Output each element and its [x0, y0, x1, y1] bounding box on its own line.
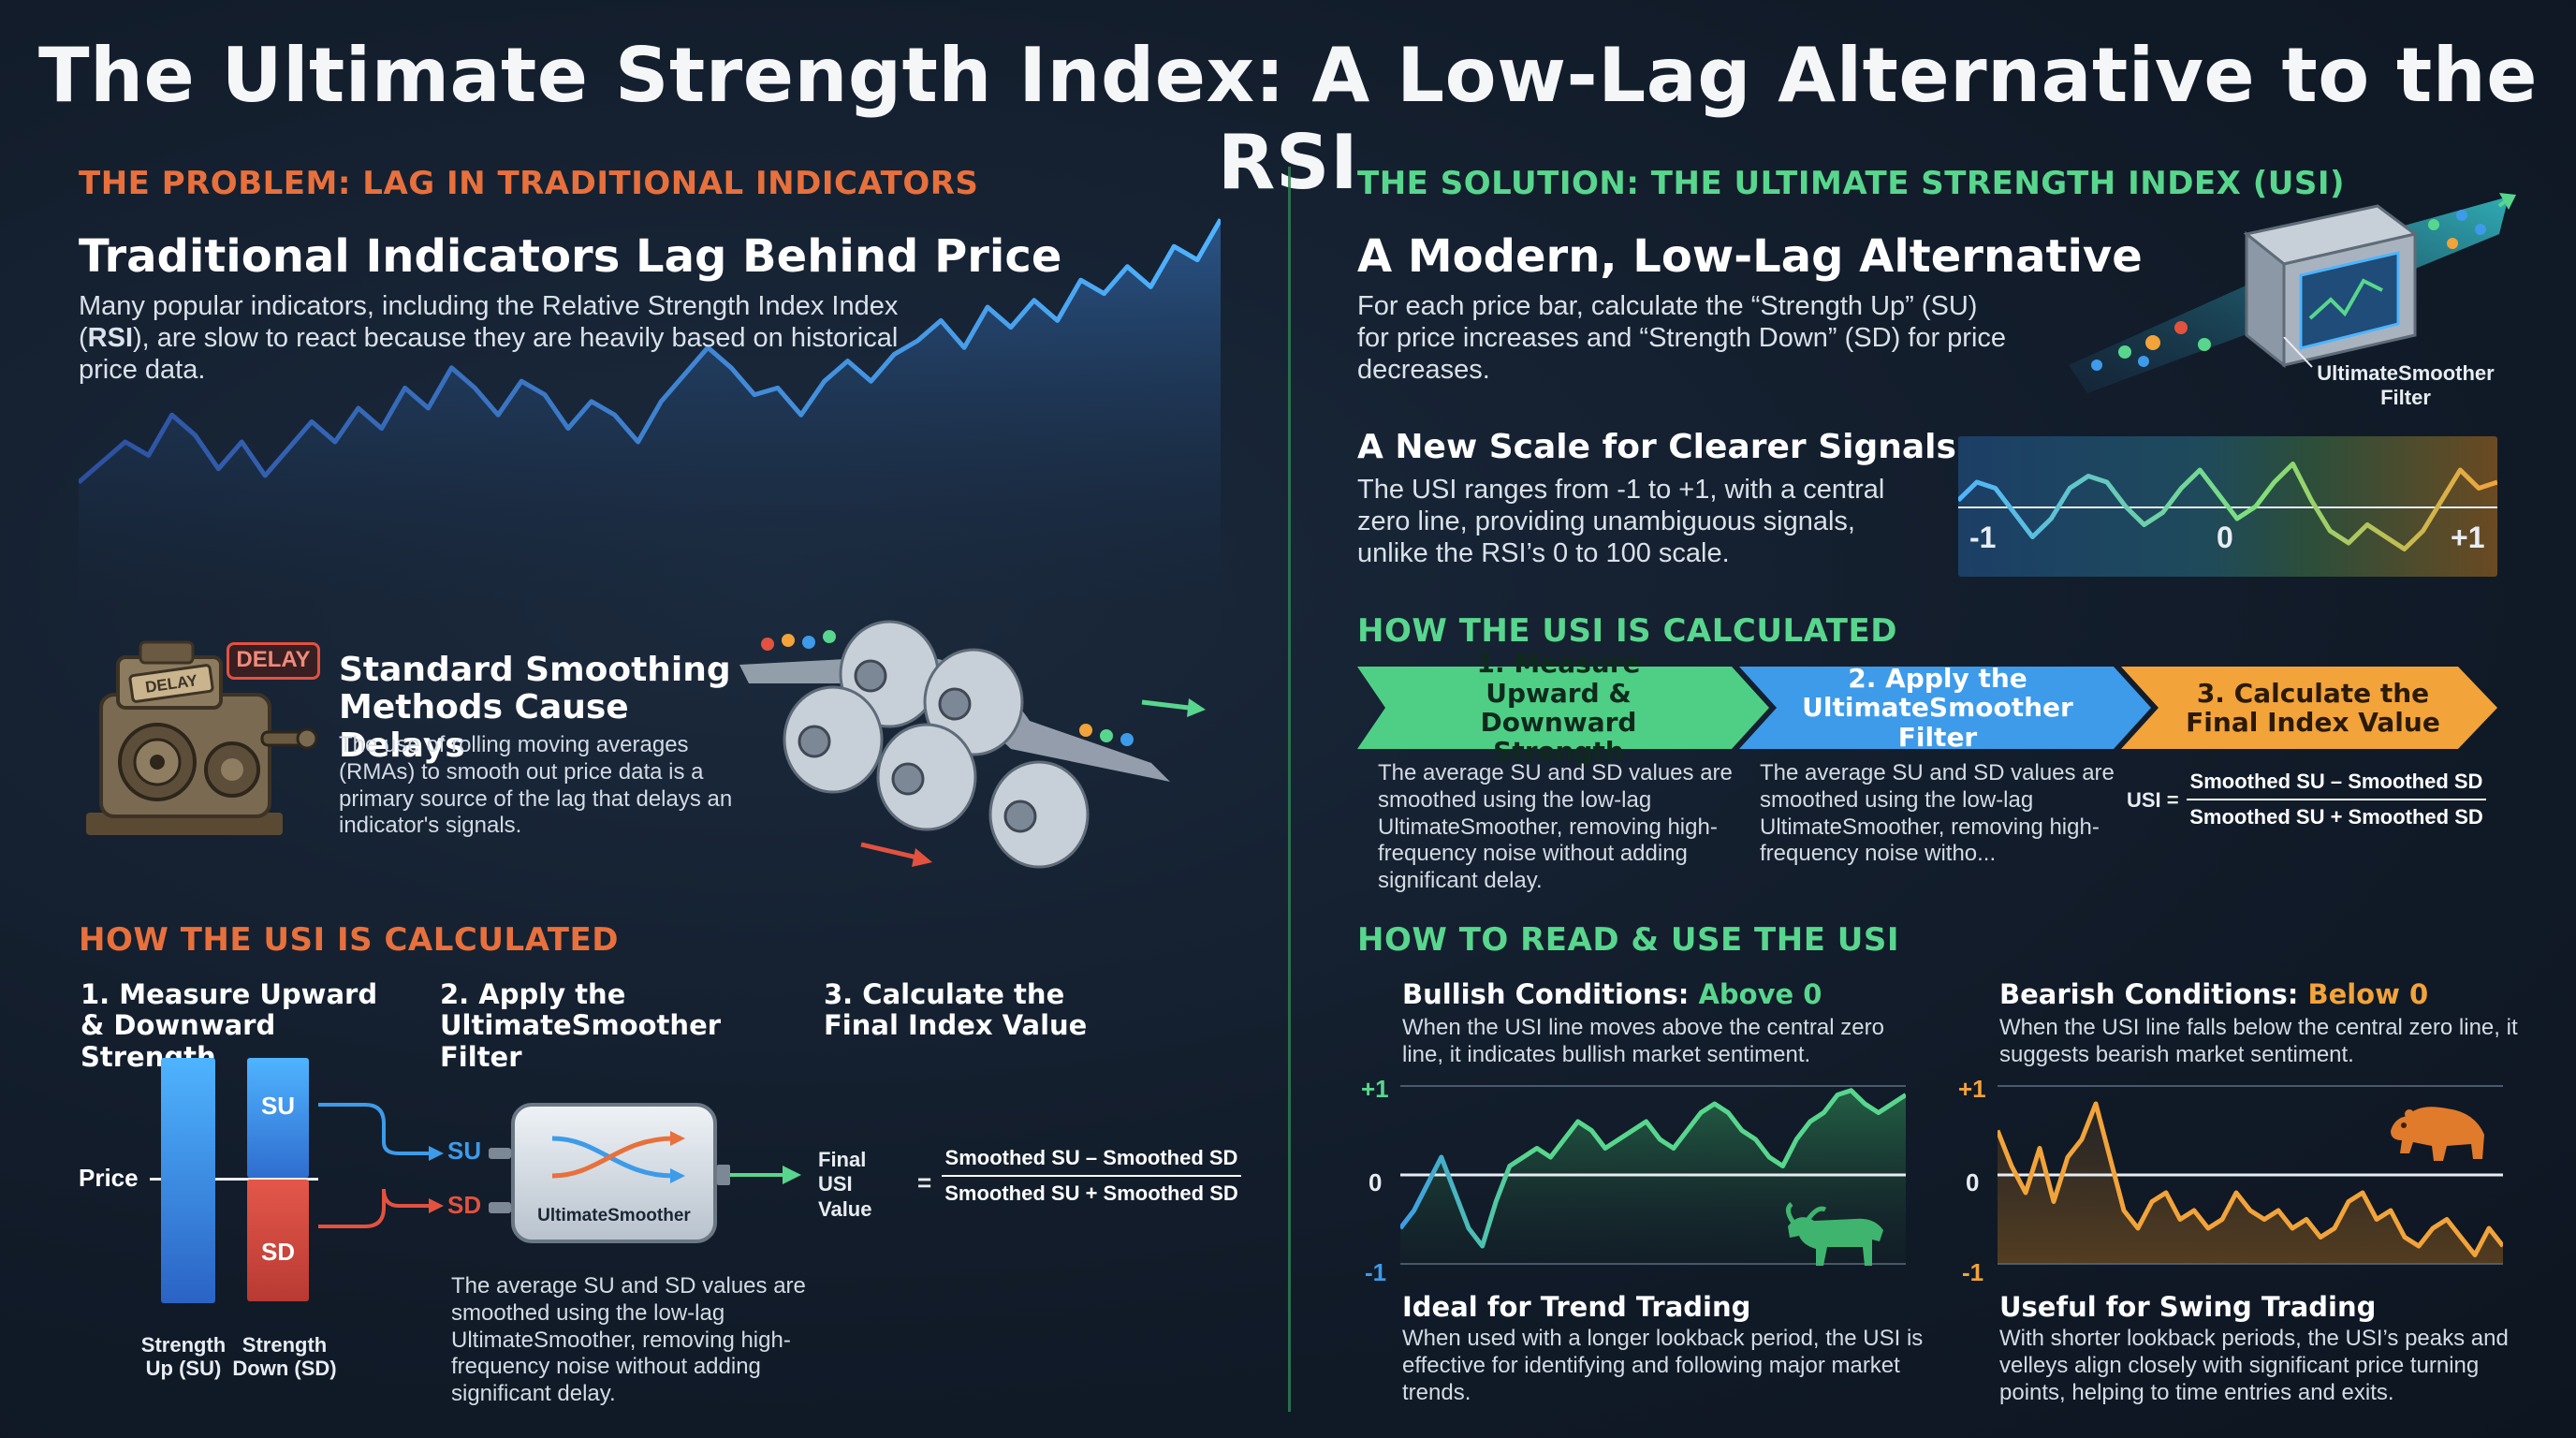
bull-axis-zero: 0 [1368, 1168, 1383, 1196]
solution-text: For each price bar, calculate the “Stren… [1357, 291, 2007, 386]
left-usi-fraction: Smoothed SU – Smoothed SD Smoothed SU + … [942, 1146, 1241, 1206]
price-level-line [150, 1178, 318, 1181]
smoothing-heading: Standard Smoothing Methods Cause Delays [339, 651, 731, 765]
bull-sub-text: When used with a longer lookback period,… [1402, 1326, 1924, 1405]
bear-chart [1998, 1085, 2503, 1265]
column-divider [1288, 167, 1291, 1412]
right-usi-fraction: Smoothed SU – Smoothed SD Smoothed SU + … [2187, 770, 2486, 829]
bear-text: When the USI line falls below the centra… [1999, 1015, 2518, 1067]
problem-text: Many popular indicators, including the R… [79, 290, 921, 387]
bull-area [1400, 1090, 1906, 1264]
price-bar [161, 1058, 215, 1303]
strength-up-label: Strength Up (SU) [140, 1333, 227, 1381]
price-area [79, 219, 1221, 599]
left-step-2: 2. Apply the UltimateSmoother Filter [440, 978, 722, 1073]
final-usi-label: Final USI Value [818, 1148, 872, 1221]
su-connector [489, 1148, 511, 1159]
bear-title: Bearish Conditions: Below 0 [1999, 978, 2429, 1010]
right-numerator: Smoothed SU – Smoothed SD [2187, 770, 2486, 800]
usi-equals-label: USI = [2127, 788, 2179, 812]
su-bar-label: SU [260, 1092, 296, 1120]
price-chart [79, 218, 1221, 599]
usi-scale-chart [1958, 462, 2497, 551]
scale-min: -1 [1969, 521, 1997, 554]
bull-text: When the USI line moves above the centra… [1402, 1015, 1884, 1067]
process-arrows [1357, 667, 2497, 749]
bear-axis-zero: 0 [1966, 1168, 1980, 1196]
left-denominator: Smoothed SU + Smoothed SD [944, 1181, 1238, 1205]
right-denominator: Smoothed SU + Smoothed SD [2189, 805, 2483, 829]
bear-axis-plus: +1 [1958, 1075, 1986, 1103]
bull-axis-plus: +1 [1361, 1075, 1389, 1103]
problem-text-2: ), are slow to react because they are he… [79, 323, 899, 386]
bull-axis-minus: -1 [1365, 1258, 1387, 1286]
bull-chart [1400, 1085, 1906, 1265]
price-axis-label: Price [79, 1164, 139, 1192]
right-step-3: 3. Calculate the Final Index Value [2186, 677, 2440, 738]
price-line [79, 218, 1221, 485]
shuffle-icon [551, 1131, 685, 1183]
delay-badge [227, 642, 320, 680]
sd-bar [247, 1180, 309, 1301]
right-desc-2: The average SU and SD values are smoothe… [1760, 760, 2115, 867]
bull-line [1400, 1088, 1906, 1249]
problem-heading: Traditional Indicators Lag Behind Price [79, 230, 1062, 283]
sd-bar-label: SD [260, 1238, 296, 1266]
bear-word: Below 0 [2307, 978, 2429, 1010]
right-step-2: 2. Apply the UltimateSmoother Filter [1802, 662, 2073, 753]
bull-sub-heading: Ideal for Trend Trading [1402, 1291, 1751, 1323]
bear-area [1998, 1104, 2503, 1264]
left-step-3: 3. Calculate the Final Index Value [824, 978, 1088, 1042]
bear-line [1998, 1101, 2503, 1257]
output-arrow [730, 1166, 801, 1184]
left-calc-description: The average SU and SD values are smoothe… [451, 1273, 806, 1407]
scale-text: The USI ranges from -1 to +1, with a cen… [1357, 475, 1885, 569]
read-use-section-label: HOW TO READ & USE THE USI [1357, 921, 1900, 959]
bull-title: Bullish Conditions: Above 0 [1402, 978, 1822, 1010]
sd-arrow-label: SD [447, 1191, 482, 1219]
smoothing-text: The use of rolling moving averages (RMAs… [339, 732, 733, 839]
rollers-illustration [739, 620, 1206, 869]
delay-badge-text: DELAY [236, 647, 311, 672]
filter-label: UltimateSmoother Filter [2317, 361, 2495, 410]
su-bar [247, 1058, 309, 1178]
bull-word: Above 0 [1698, 978, 1822, 1010]
strength-down-label: Strength Down (SD) [232, 1333, 337, 1381]
scale-mid: 0 [2217, 521, 2233, 554]
left-numerator: Smoothed SU – Smoothed SD [942, 1146, 1241, 1177]
left-calc-section-label: HOW THE USI IS CALCULATED [79, 921, 619, 959]
filter-label-pointer [2283, 337, 2313, 368]
filter-tunnel-illustration [2069, 193, 2516, 393]
bull-title-text: Bullish Conditions: [1402, 978, 1699, 1010]
right-step-1: 1. Measure Upward & Downward Strength [1476, 648, 1641, 768]
delay-machine-icon: DELAY [86, 640, 318, 835]
su-sd-arrows [318, 1103, 444, 1228]
scale-heading: A New Scale for Clearer Signals [1357, 428, 1956, 466]
ultimate-smoother-label: UltimateSmoother [537, 1206, 691, 1225]
bear-axis-minus: -1 [1962, 1258, 1984, 1286]
bear-sub-heading: Useful for Swing Trading [1999, 1291, 2377, 1323]
problem-section-label: THE PROBLEM: LAG IN TRADITIONAL INDICATO… [79, 165, 979, 202]
bear-sub-text: With shorter lookback periods, the USI’s… [1999, 1326, 2509, 1405]
smoother-output-port [717, 1165, 730, 1185]
left-step-1: 1. Measure Upward & Downward Strength [80, 978, 378, 1073]
right-desc-1: The average SU and SD values are smoothe… [1378, 760, 1733, 894]
ultimate-smoother-box [511, 1103, 717, 1243]
scale-line [1958, 462, 2497, 551]
solution-heading: A Modern, Low-Lag Alternative [1357, 230, 2143, 283]
scale-max: +1 [2451, 521, 2485, 554]
su-arrow-label: SU [447, 1137, 482, 1165]
page-title: The Ultimate Strength Index: A Low-Lag A… [38, 32, 2538, 206]
sd-connector [489, 1202, 511, 1213]
solution-section-label: THE SOLUTION: THE ULTIMATE STRENGTH INDE… [1357, 165, 2346, 202]
problem-text-1: Many popular indicators, including the R… [79, 291, 899, 354]
final-equals: = [917, 1168, 932, 1196]
problem-text-rsi: RSI [87, 323, 134, 354]
bear-icon [2391, 1107, 2484, 1161]
bear-title-text: Bearish Conditions: [1999, 978, 2308, 1010]
bull-icon [1786, 1202, 1883, 1266]
right-calc-section-label: HOW THE USI IS CALCULATED [1357, 612, 1897, 650]
